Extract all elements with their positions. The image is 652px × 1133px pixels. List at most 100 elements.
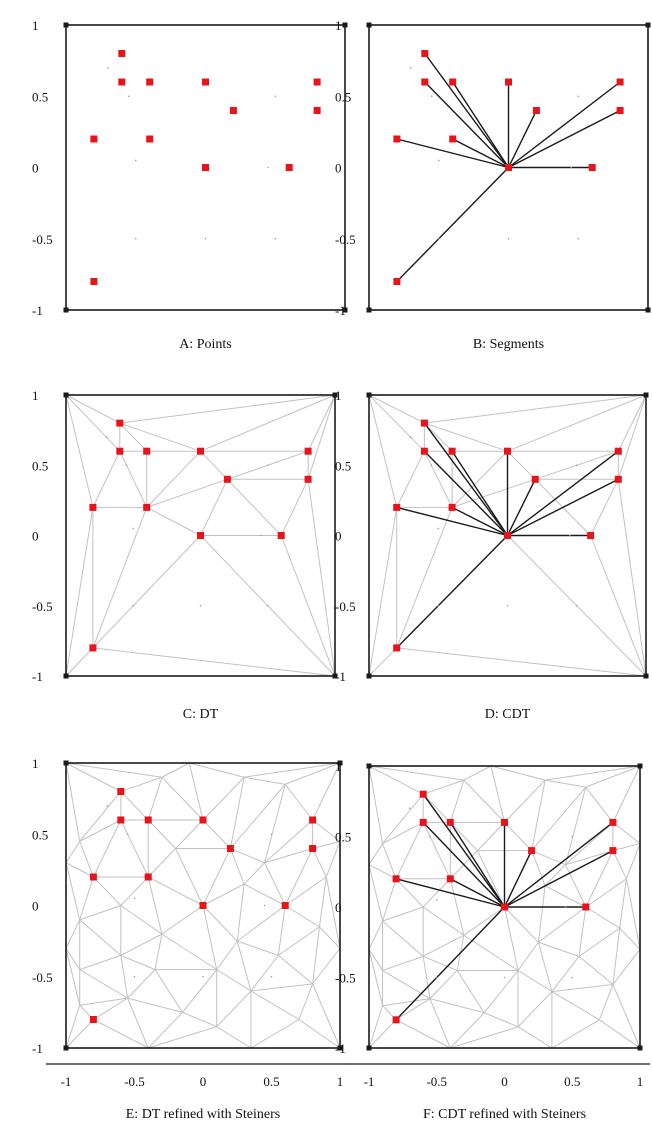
mesh-edge	[625, 878, 641, 950]
mesh-edge	[318, 876, 327, 927]
mesh-edge	[619, 927, 641, 950]
input-point	[146, 135, 154, 143]
mesh-edge	[147, 876, 163, 935]
input-point	[202, 78, 209, 86]
mesh-edge	[451, 450, 508, 508]
faint-point	[202, 975, 204, 978]
mesh-edge	[396, 647, 647, 677]
mesh-edge	[120, 905, 163, 935]
corner-point	[645, 22, 651, 28]
x-tick-label: -1	[364, 1074, 375, 1089]
faint-point	[437, 159, 440, 162]
mesh-edge	[154, 933, 163, 970]
mesh-edge	[368, 394, 425, 424]
mesh-edge	[382, 821, 424, 844]
mesh-edge	[422, 793, 451, 823]
mesh-edge	[395, 822, 424, 880]
mesh-edge	[476, 850, 505, 908]
input-point	[117, 816, 125, 824]
input-point	[449, 78, 457, 86]
mesh-edge	[422, 956, 431, 999]
input-point	[197, 447, 204, 455]
mesh-edge	[395, 878, 424, 908]
mesh-edge	[92, 647, 336, 677]
input-point	[144, 873, 152, 881]
x-tick-label: -1	[61, 1074, 72, 1089]
mesh-edge	[585, 878, 627, 908]
mesh-edge	[264, 848, 313, 864]
mesh-edge	[368, 647, 398, 677]
mesh-edge	[422, 878, 451, 908]
faint-point	[577, 95, 580, 98]
faint-point	[571, 835, 574, 838]
input-point	[582, 903, 590, 911]
constraint-segment	[451, 506, 508, 537]
mesh-edge	[284, 905, 320, 928]
constraint-segment	[424, 53, 510, 168]
mesh-edge	[79, 969, 128, 999]
mesh-edge	[423, 955, 458, 971]
constraint-segment	[503, 850, 533, 908]
panel-d: 1 0.5 0 -0.5 -1 D: CDT	[335, 388, 649, 722]
mesh-edge	[312, 762, 341, 821]
mesh-edge	[161, 933, 217, 971]
constraint-segment	[504, 849, 614, 908]
input-point	[421, 50, 429, 57]
mesh-edge	[424, 422, 508, 452]
mesh-edge	[93, 997, 128, 1020]
mesh-edge	[368, 765, 464, 781]
input-point	[532, 107, 540, 114]
input-point	[309, 845, 317, 852]
faint-point	[270, 833, 273, 836]
mesh-edge	[463, 779, 505, 823]
y-tick-label: -0.5	[32, 232, 53, 247]
y-tick-label: 0.5	[335, 458, 351, 473]
mesh-edge	[65, 394, 94, 508]
mesh-edge	[285, 762, 341, 785]
y-tick-label: -0.5	[335, 599, 356, 614]
mesh-edge	[120, 776, 163, 792]
y-tick-label: -1	[32, 303, 43, 318]
mesh-edge	[599, 1019, 641, 1049]
mesh-edge	[312, 983, 341, 1049]
corner-point	[366, 392, 372, 398]
mesh-edge	[395, 1019, 451, 1049]
panel-caption: E: DT refined with Steiners	[126, 1107, 281, 1122]
mesh-edge	[202, 819, 231, 849]
faint-point	[437, 527, 440, 530]
mesh-edge	[278, 954, 313, 985]
corner-point	[366, 1045, 372, 1051]
faint-point	[506, 604, 509, 607]
mesh-edge	[424, 394, 647, 424]
y-tick-label: 0	[32, 161, 39, 176]
mesh-edge	[544, 885, 587, 908]
input-point	[419, 790, 427, 798]
input-point	[304, 447, 312, 455]
panel-caption: C: DT	[183, 707, 219, 722]
mesh-edge	[312, 947, 341, 985]
faint-point	[564, 906, 567, 908]
mesh-edge	[565, 864, 587, 908]
mesh-edge	[422, 934, 465, 957]
mesh-edge	[216, 969, 252, 992]
input-point	[118, 78, 126, 86]
mesh-edge	[531, 786, 587, 851]
faint-point	[107, 66, 109, 69]
mesh-edge	[382, 955, 424, 971]
corner-point	[366, 307, 372, 313]
y-tick-label: 0.5	[335, 89, 351, 104]
mesh-edge	[396, 450, 425, 508]
mesh-edge	[65, 762, 162, 778]
y-tick-label: -0.5	[335, 971, 356, 986]
mesh-edge	[148, 1026, 217, 1049]
mesh-edge	[545, 765, 641, 781]
constraint-segment	[395, 878, 505, 908]
input-point	[118, 50, 126, 57]
mesh-edge	[120, 954, 156, 971]
input-point	[420, 447, 428, 455]
mesh-edge	[368, 765, 424, 795]
faint-point	[435, 899, 438, 901]
mesh-edge	[382, 998, 431, 1007]
mesh-edge	[244, 762, 341, 778]
mesh-edge	[244, 776, 286, 785]
